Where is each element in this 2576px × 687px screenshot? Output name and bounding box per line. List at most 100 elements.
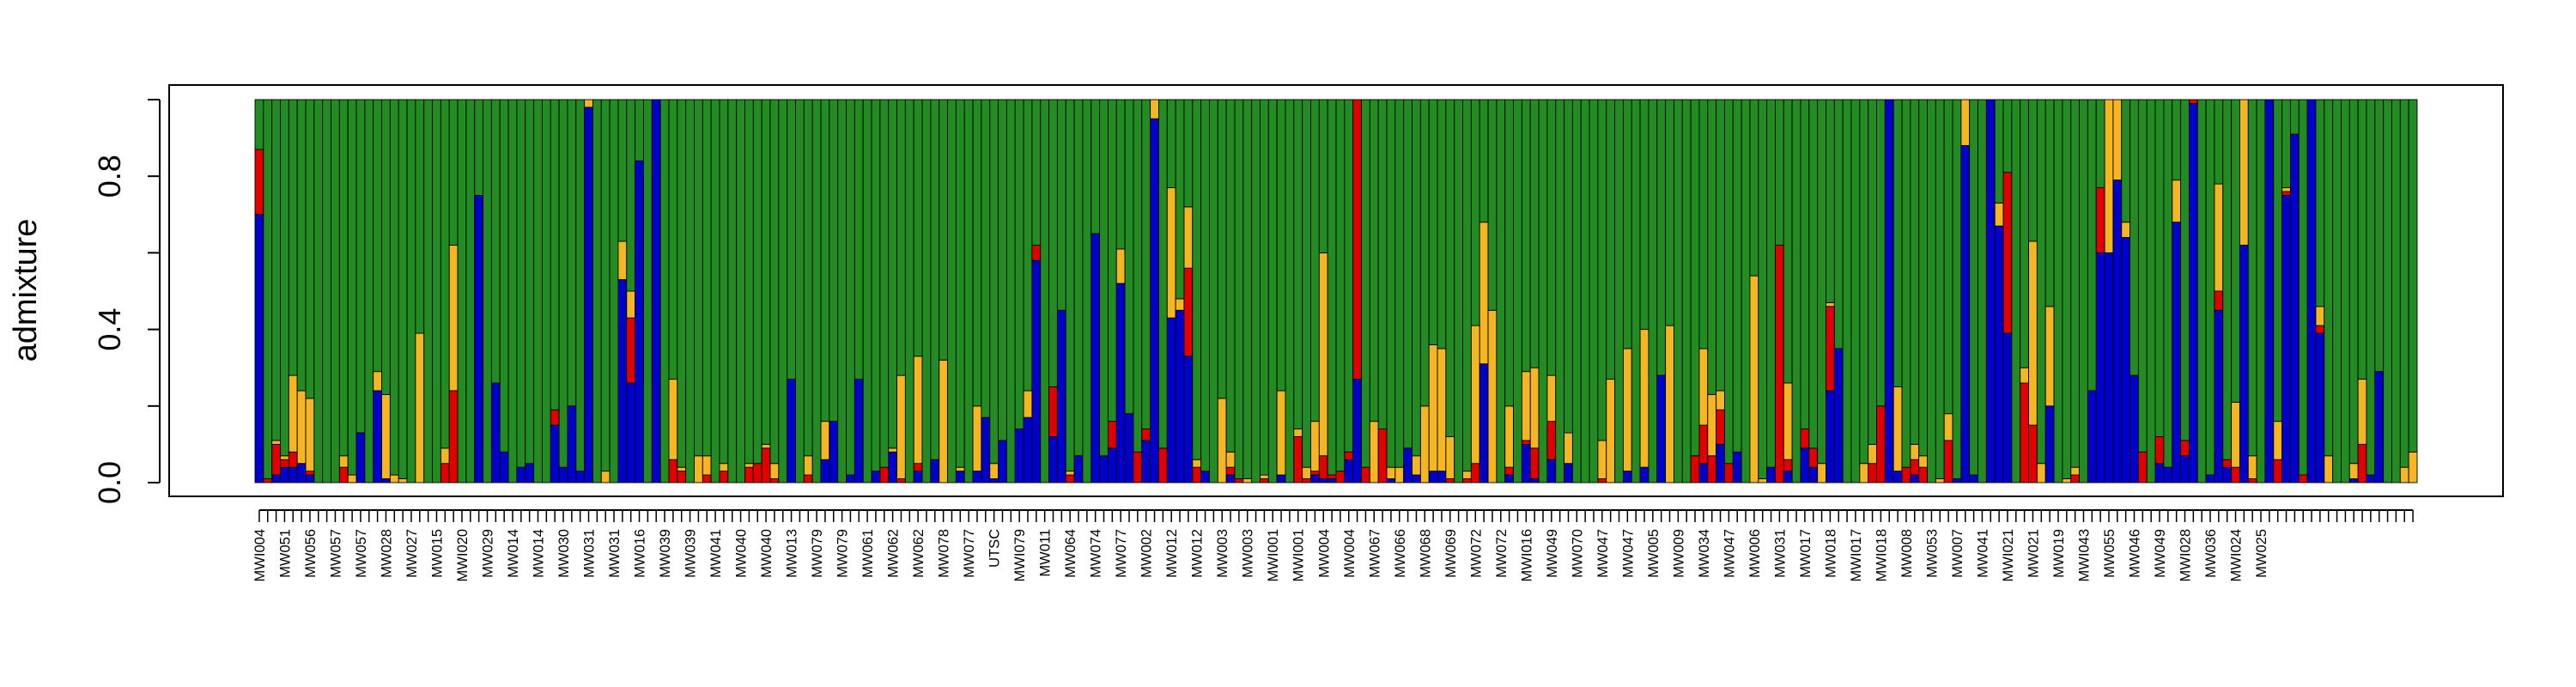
x-tick-label: MW069 xyxy=(1443,529,1459,578)
segment-green xyxy=(854,99,864,380)
x-tick-label: MW047 xyxy=(1595,529,1611,578)
segment-orange xyxy=(1716,390,1725,410)
segment-green xyxy=(1437,99,1447,350)
bar-133 xyxy=(1377,99,1388,483)
bar-209 xyxy=(2020,99,2029,483)
segment-green xyxy=(972,99,982,407)
bar-8 xyxy=(322,99,331,483)
bar-29 xyxy=(499,99,509,483)
segment-green xyxy=(1141,99,1151,430)
segment-green xyxy=(1521,99,1531,373)
bar-39 xyxy=(584,99,593,483)
segment-green xyxy=(963,99,974,483)
bar-104 xyxy=(1133,99,1143,483)
x-tick-label: MW007 xyxy=(1950,529,1965,578)
segment-orange xyxy=(1412,455,1421,476)
x-tick-label: MW067 xyxy=(1367,529,1382,578)
segment-green xyxy=(355,99,366,434)
y-tick-label: 0.0 xyxy=(92,461,127,504)
bar-66 xyxy=(811,99,822,483)
segment-orange xyxy=(1394,466,1405,483)
segment-green xyxy=(1157,99,1168,449)
bar-240 xyxy=(2281,99,2291,483)
segment-green xyxy=(1513,99,1522,483)
segment-green xyxy=(685,99,695,483)
segment-green xyxy=(1462,99,1472,472)
y-tick-label: 0.8 xyxy=(92,155,127,198)
segment-green xyxy=(1302,99,1311,468)
segment-green xyxy=(331,99,340,483)
segment-orange xyxy=(955,466,965,472)
segment-red xyxy=(1377,429,1388,483)
x-tick-label: MW057 xyxy=(328,529,343,578)
segment-green xyxy=(998,99,1007,441)
segment-orange xyxy=(1521,371,1531,441)
bar-162 xyxy=(1622,99,1632,483)
segment-blue xyxy=(1276,474,1286,483)
bar-124 xyxy=(1302,99,1311,483)
segment-blue xyxy=(355,432,366,483)
bar-158 xyxy=(1589,99,1599,483)
segment-orange xyxy=(1826,301,1835,307)
segment-green xyxy=(1597,99,1607,441)
segment-blue xyxy=(490,382,501,483)
segment-blue xyxy=(1115,283,1126,483)
segment-red xyxy=(1361,466,1370,483)
segment-red xyxy=(448,390,459,483)
bar-227 xyxy=(2172,99,2182,483)
bar-200 xyxy=(1943,99,1953,483)
segment-red xyxy=(2273,459,2283,483)
x-tick-label: MWI001 xyxy=(1266,529,1281,581)
segment-orange xyxy=(1479,222,1489,365)
segment-blue xyxy=(2306,99,2317,483)
segment-green xyxy=(904,99,914,483)
segment-blue xyxy=(1994,225,2004,483)
segment-orange xyxy=(1529,367,1540,449)
segment-green xyxy=(1639,99,1649,331)
bar-198 xyxy=(1927,99,1936,483)
bar-246 xyxy=(2332,99,2342,483)
segment-orange xyxy=(617,240,628,281)
segment-green xyxy=(381,99,391,395)
bar-51 xyxy=(685,99,695,483)
bar-207 xyxy=(2002,99,2013,483)
segment-green xyxy=(947,99,957,483)
segment-red xyxy=(879,466,890,483)
segment-green xyxy=(423,99,434,483)
bar-214 xyxy=(2062,99,2072,483)
bar-220 xyxy=(2112,99,2123,483)
bar-184 xyxy=(1808,99,1819,483)
bar-250 xyxy=(2366,99,2376,483)
segment-orange xyxy=(1622,348,1632,472)
x-tick-label: MWI001 xyxy=(1291,529,1307,581)
segment-green xyxy=(322,99,331,483)
segment-green xyxy=(1833,99,1844,350)
bar-69 xyxy=(837,99,847,483)
segment-green xyxy=(1952,99,1962,479)
segment-green xyxy=(921,99,932,483)
segment-blue xyxy=(1479,363,1489,483)
segment-green xyxy=(499,99,509,453)
bar-157 xyxy=(1580,99,1590,483)
segment-blue xyxy=(373,390,382,483)
segment-orange xyxy=(2399,466,2409,483)
bar-217 xyxy=(2087,99,2097,483)
bar-78 xyxy=(913,99,923,483)
segment-blue xyxy=(305,474,315,483)
x-tick-label: MW016 xyxy=(633,529,648,578)
segment-blue xyxy=(2264,99,2275,483)
x-tick-label: MW066 xyxy=(1393,529,1408,578)
segment-green xyxy=(2163,99,2173,468)
segment-green xyxy=(1099,99,1109,457)
segment-green xyxy=(280,99,289,457)
segment-green xyxy=(2121,99,2131,223)
segment-blue xyxy=(1327,478,1337,483)
segment-blue xyxy=(1521,443,1531,483)
segment-orange xyxy=(1698,348,1709,426)
segment-blue xyxy=(1437,471,1447,483)
segment-green xyxy=(1133,99,1143,453)
segment-green xyxy=(2062,99,2072,479)
segment-red xyxy=(1775,245,1784,483)
segment-red xyxy=(280,459,289,468)
bar-161 xyxy=(1614,99,1624,483)
